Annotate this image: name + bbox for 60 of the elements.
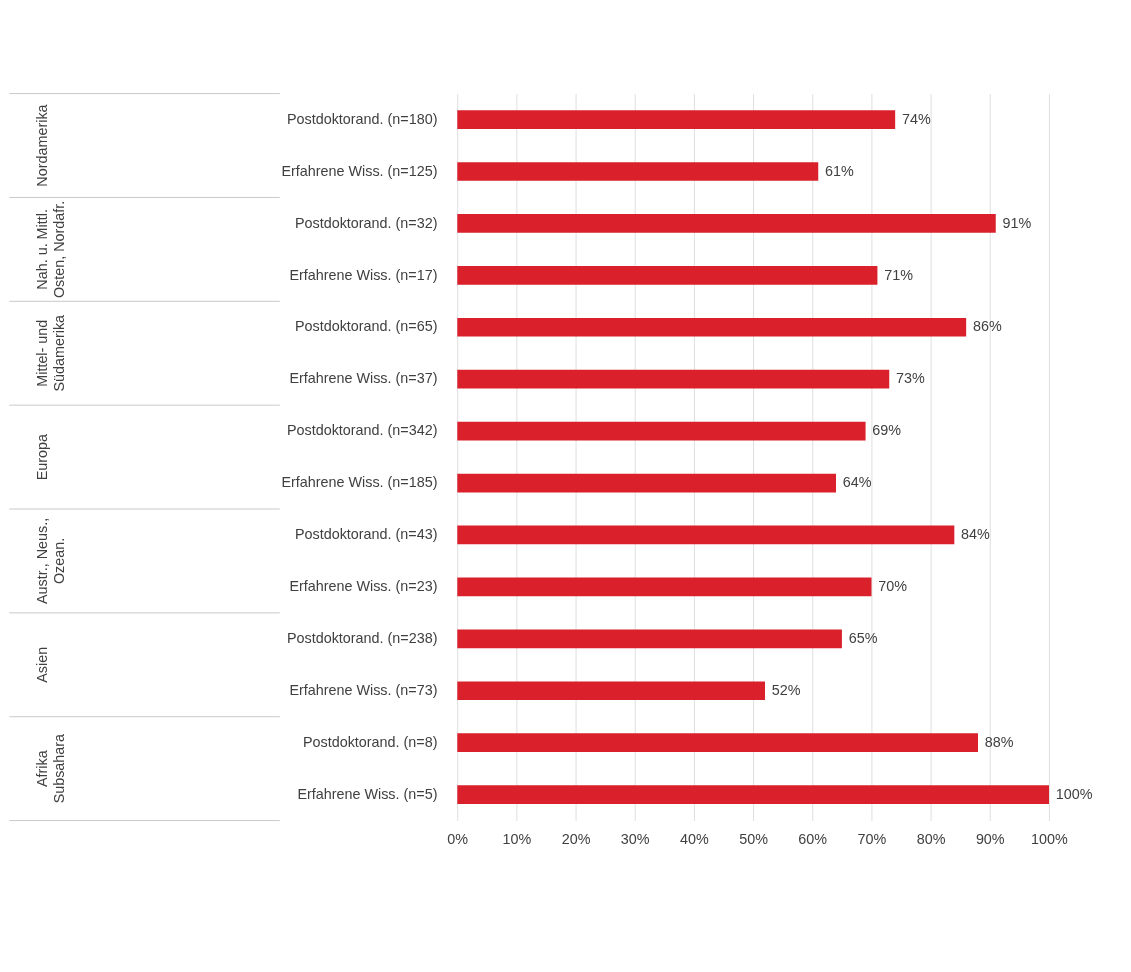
x-tick-label: 100% [1031, 830, 1069, 847]
data-label: 74% [901, 110, 931, 127]
data-label: 86% [972, 318, 1002, 335]
data-label: 61% [825, 162, 854, 179]
x-tick-label: 70% [857, 830, 887, 847]
y-tick-label: Erfahrene Wiss. (n=73) [289, 681, 438, 698]
bar [457, 785, 1050, 804]
x-tick-label: 80% [916, 830, 946, 847]
data-label: 100% [1055, 785, 1093, 802]
bar [457, 369, 890, 389]
text: Asien [34, 646, 51, 683]
x-tick-label: 10% [502, 830, 532, 847]
data-label: 71% [884, 266, 914, 283]
bar [457, 473, 836, 493]
bar [457, 110, 896, 129]
data-label: 84% [961, 526, 991, 543]
y-tick-label: Postdoktorand. (n=8) [302, 733, 438, 750]
text: Nordamerika [34, 104, 51, 187]
y-tick-label: Erfahrene Wiss. (n=125) [281, 162, 438, 179]
data-label: 65% [848, 630, 878, 647]
x-tick-label: 50% [739, 830, 769, 847]
bar [457, 266, 878, 285]
data-label: 69% [872, 422, 902, 439]
data-label: 73% [896, 370, 925, 387]
text: Afrika Subsahara [34, 733, 68, 804]
bar [457, 525, 955, 545]
y-tick-label: Postdoktorand. (n=238) [286, 630, 438, 647]
y-tick-label: Erfahrene Wiss. (n=17) [289, 266, 438, 283]
bar [457, 733, 978, 753]
x-tick-label: 60% [798, 830, 828, 847]
text: Nah. u. Mittl. Osten, Nordafr. [34, 200, 68, 299]
y-tick-label: Postdoktorand. (n=180) [286, 110, 438, 127]
x-tick-label: 30% [620, 830, 650, 847]
bar [457, 162, 819, 181]
data-label: 52% [771, 681, 801, 698]
y-tick-label: Postdoktorand. (n=342) [286, 422, 438, 439]
text: Europa [34, 433, 51, 481]
y-tick-label: Erfahrene Wiss. (n=5) [297, 785, 438, 802]
y-tick-label: Postdoktorand. (n=32) [294, 214, 438, 231]
data-label: 88% [984, 733, 1014, 750]
y-tick-label: Postdoktorand. (n=43) [294, 526, 438, 543]
data-label: 70% [878, 578, 908, 595]
bar [457, 681, 765, 701]
y-tick-label: Erfahrene Wiss. (n=185) [281, 474, 438, 491]
bar [457, 214, 996, 233]
bar [457, 317, 967, 337]
y-tick-label: Erfahrene Wiss. (n=23) [289, 578, 438, 595]
x-tick-label: 0% [447, 830, 469, 847]
text: Mittel- und Südamerika [34, 314, 68, 392]
x-tick-label: 40% [680, 830, 709, 847]
y-tick-label: Erfahrene Wiss. (n=37) [289, 370, 438, 387]
bar [457, 421, 866, 441]
data-label: 64% [842, 474, 872, 491]
bar [457, 629, 842, 649]
x-tick-label: 90% [975, 830, 1005, 847]
x-tick-label: 20% [561, 830, 591, 847]
data-label: 91% [1002, 214, 1032, 231]
bar [457, 577, 872, 597]
text: Austr., Neus., Ozean. [34, 517, 68, 605]
y-tick-label: Postdoktorand. (n=65) [294, 318, 438, 335]
